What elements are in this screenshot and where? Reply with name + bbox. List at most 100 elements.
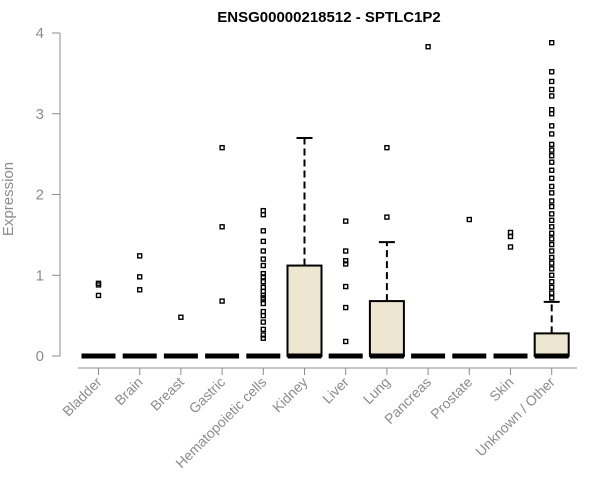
outlier-point bbox=[549, 107, 555, 113]
outlier-point bbox=[549, 266, 555, 272]
y-axis-ticks: 0 1 2 3 4 bbox=[36, 25, 60, 365]
box-group bbox=[81, 280, 116, 359]
outlier-point bbox=[549, 78, 555, 85]
outlier-point bbox=[549, 224, 555, 230]
box-rect bbox=[368, 300, 405, 357]
outlier-point bbox=[95, 292, 102, 299]
outlier-point bbox=[219, 298, 225, 304]
outlier-point bbox=[549, 167, 555, 173]
outlier-point bbox=[549, 284, 555, 291]
outlier-point bbox=[260, 228, 266, 234]
x-tick-label: Skin bbox=[486, 374, 517, 405]
outlier-point bbox=[260, 284, 266, 291]
outlier-point bbox=[549, 153, 555, 159]
outlier-point bbox=[178, 314, 184, 320]
outlier-point bbox=[219, 144, 225, 151]
outlier-point bbox=[549, 86, 555, 93]
outlier-point bbox=[549, 279, 555, 285]
boxes-layer bbox=[81, 39, 570, 359]
outlier-point bbox=[136, 287, 143, 293]
outlier-point bbox=[260, 238, 266, 245]
outlier-point bbox=[549, 123, 555, 129]
box-group bbox=[286, 136, 323, 359]
outlier-point bbox=[549, 69, 555, 75]
chart-title: ENSG00000218512 - SPTLC1P2 bbox=[217, 9, 440, 26]
outlier-point bbox=[549, 141, 555, 148]
outlier-point bbox=[549, 211, 555, 217]
outlier-point bbox=[343, 261, 349, 267]
outlier-point bbox=[549, 147, 555, 153]
outlier-point bbox=[549, 175, 555, 182]
outlier-point bbox=[136, 274, 143, 280]
outlier-point bbox=[549, 236, 555, 242]
outlier-point bbox=[425, 44, 431, 50]
outlier-point bbox=[549, 260, 555, 266]
outlier-point bbox=[260, 207, 266, 214]
outlier-point bbox=[343, 338, 349, 345]
outlier-point bbox=[260, 262, 266, 269]
outlier-point bbox=[260, 270, 266, 277]
outlier-point bbox=[549, 131, 555, 137]
outlier-point bbox=[384, 144, 390, 151]
outlier-point bbox=[260, 256, 266, 262]
outlier-point bbox=[343, 304, 349, 311]
outlier-point bbox=[549, 93, 555, 99]
outlier-point bbox=[549, 190, 555, 196]
outlier-point bbox=[549, 254, 555, 261]
box-group bbox=[122, 253, 157, 359]
outlier-point bbox=[549, 159, 555, 165]
x-tick-label: Liver bbox=[319, 374, 352, 407]
outlier-point bbox=[549, 241, 555, 248]
outlier-point bbox=[95, 280, 102, 287]
outlier-point bbox=[549, 295, 555, 301]
y-tick-label: 1 bbox=[36, 267, 44, 284]
outlier-point bbox=[136, 253, 143, 259]
y-tick-label: 4 bbox=[36, 25, 44, 42]
outlier-point bbox=[549, 217, 555, 224]
x-tick-label: Bladder bbox=[59, 374, 105, 420]
x-tick-label: Brain bbox=[111, 374, 145, 408]
x-tick-label: Kidney bbox=[269, 374, 311, 416]
outlier-point bbox=[549, 203, 555, 210]
y-axis-label: Expression bbox=[0, 162, 17, 236]
box-group bbox=[205, 144, 240, 359]
outlier-point bbox=[260, 274, 266, 280]
outlier-point bbox=[260, 319, 266, 325]
box-rect bbox=[286, 264, 323, 357]
outlier-point bbox=[260, 308, 266, 315]
outlier-point bbox=[549, 198, 555, 204]
y-tick-label: 2 bbox=[36, 187, 44, 204]
outlier-point bbox=[260, 279, 266, 285]
outlier-point bbox=[384, 214, 390, 220]
box-group bbox=[452, 216, 487, 359]
outlier-point bbox=[343, 283, 349, 290]
outlier-point bbox=[343, 258, 349, 264]
box-group bbox=[163, 314, 198, 359]
outlier-point bbox=[260, 248, 266, 254]
outlier-point bbox=[549, 290, 555, 296]
outlier-point bbox=[466, 216, 472, 223]
outlier-point bbox=[343, 248, 349, 254]
box-group bbox=[328, 218, 363, 359]
box-group bbox=[411, 44, 446, 359]
outlier-point bbox=[549, 230, 555, 236]
outlier-point bbox=[260, 326, 266, 333]
box-group bbox=[368, 144, 405, 359]
outlier-point bbox=[343, 218, 349, 224]
outlier-point bbox=[260, 335, 266, 341]
outlier-point bbox=[549, 272, 555, 278]
x-tick-label: Breast bbox=[147, 374, 187, 414]
outlier-point bbox=[507, 229, 514, 236]
box-group bbox=[246, 207, 281, 359]
outlier-point bbox=[549, 248, 555, 254]
outlier-point bbox=[507, 244, 514, 250]
outlier-point bbox=[549, 39, 555, 46]
outlier-point bbox=[549, 183, 555, 190]
x-tick-label: Lung bbox=[360, 374, 393, 407]
x-tick-label: Prostate bbox=[427, 374, 475, 422]
y-tick-label: 0 bbox=[36, 348, 44, 365]
box-group bbox=[533, 39, 570, 359]
box-rect bbox=[533, 332, 570, 358]
